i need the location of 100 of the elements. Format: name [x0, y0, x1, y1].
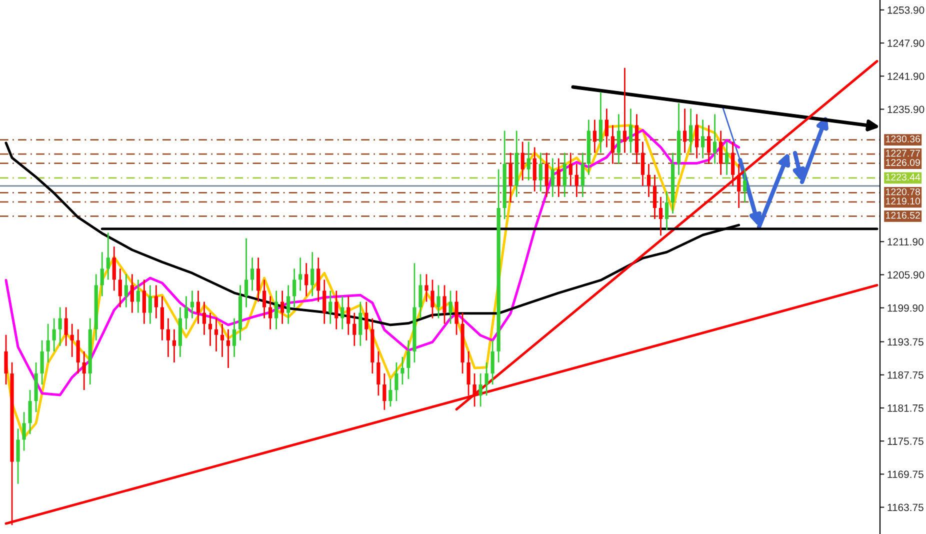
- candlestick: [106, 232, 110, 280]
- candlestick: [76, 328, 80, 374]
- candlestick: [484, 362, 488, 396]
- candlestick: [544, 152, 548, 198]
- y-tick-label: 1247.90: [888, 40, 924, 47]
- candlestick: [112, 246, 116, 292]
- ref-line-label: 1216.52: [886, 212, 920, 219]
- candlestick: [52, 318, 56, 352]
- candlestick: [610, 124, 614, 165]
- candlestick: [64, 306, 68, 347]
- ref-line-label: 1219.10: [886, 198, 920, 205]
- candlestick: [190, 290, 194, 319]
- candlestick: [406, 340, 410, 380]
- candlestick: [262, 278, 266, 319]
- candlestick: [334, 290, 338, 330]
- candlestick: [274, 290, 278, 330]
- candlestick: [352, 312, 356, 347]
- candlestick: [448, 290, 452, 325]
- candlestick: [550, 158, 554, 198]
- ref-line-label: 1227.77: [886, 150, 920, 157]
- candlestick: [640, 141, 645, 187]
- candlestick: [136, 278, 140, 314]
- candlestick: [58, 306, 62, 347]
- candlestick: [244, 238, 248, 308]
- y-tick-label: 1199.90: [888, 304, 924, 312]
- candlestick: [424, 273, 428, 302]
- candlestick: [310, 251, 314, 297]
- candlestick: [400, 356, 404, 386]
- candlestick: [622, 67, 627, 154]
- candlestick: [454, 290, 458, 336]
- candlestick: [280, 290, 284, 325]
- candlestick: [628, 108, 633, 154]
- candlestick: [556, 158, 560, 198]
- candlestick: [184, 296, 188, 330]
- candlestick: [160, 296, 164, 342]
- y-tick-label: 1187.75: [888, 371, 924, 379]
- candlestick: [340, 296, 344, 330]
- candlestick: [256, 256, 260, 302]
- candlestick: [118, 268, 122, 308]
- candlestick: [148, 284, 152, 325]
- candlestick: [394, 362, 398, 402]
- candlestick: [358, 301, 362, 347]
- candlestick: [322, 278, 326, 325]
- candlestick: [202, 301, 206, 336]
- candlestick: [658, 196, 663, 236]
- candlestick: [707, 124, 711, 165]
- candlestick: [719, 130, 723, 176]
- ref-line-label: 1226.09: [886, 159, 920, 166]
- candlestick: [196, 290, 200, 325]
- candlestick: [616, 113, 621, 165]
- ref-line-label: 1223.44: [886, 174, 920, 181]
- candlestick: [214, 318, 218, 352]
- candlestick: [100, 251, 104, 297]
- candlestick: [304, 262, 308, 297]
- line-series: [4, 128, 740, 396]
- candlestick: [4, 334, 8, 386]
- candlestick: [418, 273, 422, 319]
- candlestick: [713, 113, 717, 165]
- y-tick-label: 1205.90: [888, 271, 924, 279]
- y-tick-label: 1241.90: [888, 72, 924, 80]
- y-tick-label: 1211.90: [888, 238, 924, 246]
- candlestick: [268, 296, 272, 330]
- candlestick: [574, 163, 578, 198]
- candlestick: [346, 296, 350, 336]
- ref-line-label: 1220.78: [886, 188, 920, 196]
- candlestick: [688, 108, 693, 154]
- candlestick: [604, 108, 608, 148]
- candlestick: [652, 174, 657, 220]
- candlestick: [592, 119, 596, 154]
- candlestick: [250, 256, 254, 292]
- ref-line-label: 1230.36: [886, 136, 920, 142]
- candlestick: [166, 318, 170, 358]
- y-tick-label: 1193.75: [888, 338, 924, 346]
- candlestick: [598, 91, 602, 154]
- y-tick-label: 1253.90: [888, 6, 924, 14]
- candlestick: [82, 350, 86, 391]
- candlestick: [226, 328, 230, 369]
- candlestick: [538, 152, 542, 192]
- candlestick: [142, 278, 146, 325]
- candlestick: [376, 350, 380, 396]
- candlestick: [743, 168, 747, 204]
- candlestick: [731, 141, 735, 187]
- candlestick: [286, 284, 290, 325]
- candlestick: [16, 428, 20, 484]
- candlestick: [568, 152, 572, 187]
- candlestick: [725, 141, 729, 176]
- candlestick: [682, 108, 687, 154]
- candlestick: [442, 284, 446, 325]
- candlestick: [490, 340, 494, 386]
- candlestick: [172, 328, 176, 364]
- y-tick-label: 1175.75: [888, 438, 924, 445]
- candlestick: [580, 152, 584, 198]
- y-tick-label: 1235.90: [888, 106, 924, 114]
- candlestick: [70, 323, 74, 358]
- candlestick: [664, 190, 669, 231]
- candlestick: [364, 301, 368, 342]
- candlestick: [520, 141, 524, 182]
- candlestick: [154, 284, 158, 319]
- candlestick: [430, 278, 434, 319]
- candlestick: [466, 350, 470, 396]
